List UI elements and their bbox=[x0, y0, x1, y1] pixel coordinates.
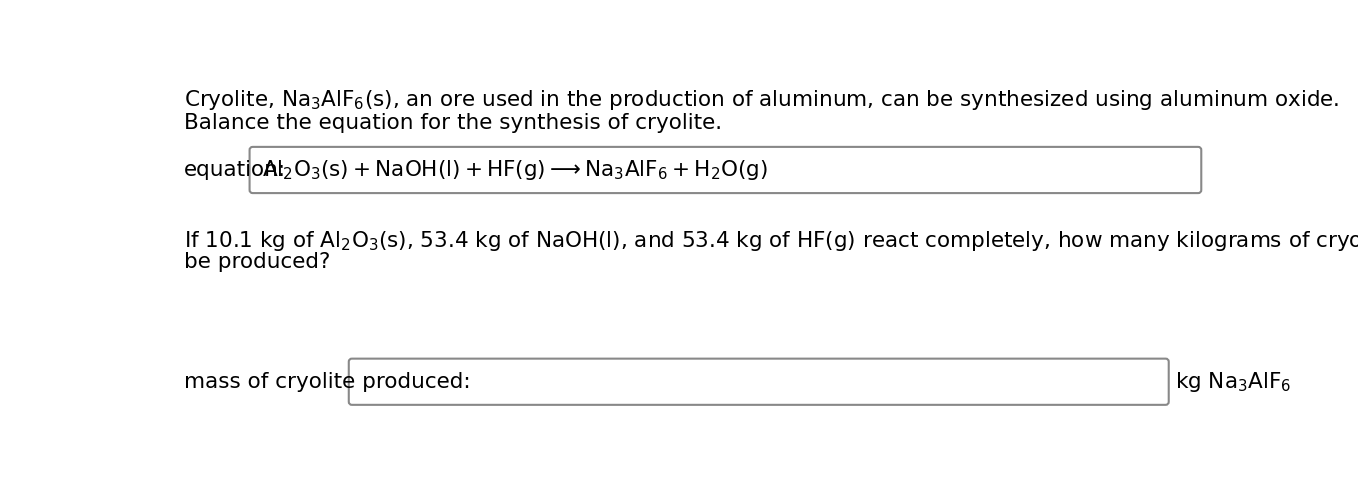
Text: mass of cryolite produced:: mass of cryolite produced: bbox=[183, 372, 470, 392]
Text: be produced?: be produced? bbox=[183, 251, 330, 271]
FancyBboxPatch shape bbox=[250, 147, 1202, 193]
Text: $\mathrm{Al_2O_3(s) + NaOH(l) + HF(g) \longrightarrow Na_3AlF_6 + H_2O(g)}$: $\mathrm{Al_2O_3(s) + NaOH(l) + HF(g) \l… bbox=[262, 158, 767, 182]
Text: Cryolite, $\mathrm{Na_3AlF_6(s)}$, an ore used in the production of aluminum, ca: Cryolite, $\mathrm{Na_3AlF_6(s)}$, an or… bbox=[183, 88, 1339, 112]
Text: equation:: equation: bbox=[183, 160, 285, 180]
FancyBboxPatch shape bbox=[349, 359, 1169, 405]
Text: kg $\mathrm{Na_3AlF_6}$: kg $\mathrm{Na_3AlF_6}$ bbox=[1175, 370, 1291, 394]
Text: If 10.1 kg of $\mathrm{Al_2O_3(s)}$, 53.4 kg of NaOH(l), and 53.4 kg of HF(g) re: If 10.1 kg of $\mathrm{Al_2O_3(s)}$, 53.… bbox=[183, 229, 1358, 252]
Text: Balance the equation for the synthesis of cryolite.: Balance the equation for the synthesis o… bbox=[183, 113, 722, 133]
